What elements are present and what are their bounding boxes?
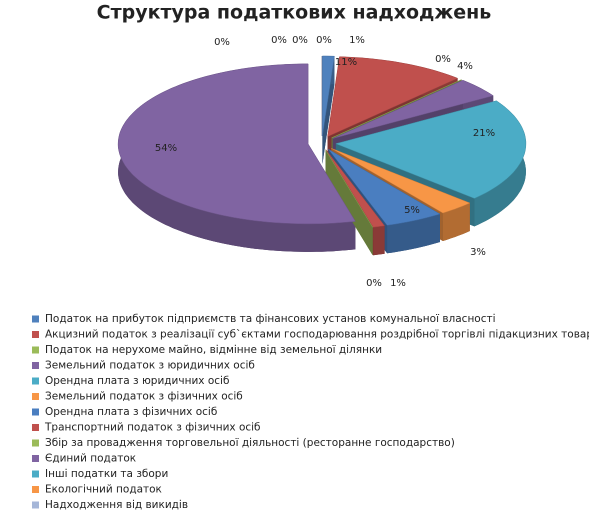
slice <box>332 79 494 139</box>
legend-label: Збір за провадження торговельної діяльно… <box>45 437 455 449</box>
legend-marker <box>32 346 39 354</box>
legend-marker <box>32 439 39 447</box>
legend-marker <box>32 455 39 462</box>
slice-side <box>373 225 385 256</box>
slice <box>335 100 527 199</box>
legend-marker <box>32 470 39 478</box>
data-label: 21% <box>473 128 495 139</box>
data-label: 0% <box>214 37 230 48</box>
chart-title: Структура податкових надходжень <box>97 2 492 24</box>
legend-label: Податок на нерухоме майно, відмінне від … <box>45 344 382 356</box>
legend: Податок на прибуток підприємств та фінан… <box>32 313 589 511</box>
legend-label: Земельний податок з фізичних осіб <box>45 391 243 403</box>
data-label: 3% <box>470 247 486 258</box>
legend-label: Єдиний податок <box>45 453 136 465</box>
slice <box>328 148 441 226</box>
slice <box>322 55 335 137</box>
data-label: 4% <box>457 61 473 72</box>
slice <box>117 63 356 225</box>
data-label: 0% <box>316 35 332 46</box>
pie-labels: 1%11% 0%4%21%3%5%1%0%54%0% 0% 0%0% <box>155 35 495 289</box>
legend-label: Надходження від викидів <box>45 499 188 511</box>
legend-label: Орендна плата з юридичних осіб <box>45 375 229 387</box>
legend-marker <box>32 408 39 416</box>
slice <box>325 149 373 228</box>
legend-label: Інші податки та збори <box>45 468 168 480</box>
pie <box>117 55 527 256</box>
data-label: 1% <box>349 35 365 46</box>
data-label: 5% <box>404 205 420 216</box>
data-label: 11% <box>335 57 357 68</box>
slice-side <box>387 214 440 254</box>
slice <box>331 148 471 214</box>
data-label: 0% <box>271 35 287 46</box>
slice <box>325 149 386 228</box>
slice <box>331 79 462 139</box>
legend-marker <box>32 501 39 509</box>
legend-label: Транспортний податок з фізичних осіб <box>44 422 261 434</box>
legend-marker <box>32 377 39 385</box>
legend-label: Екологічний податок <box>45 484 162 496</box>
legend-marker <box>32 362 39 369</box>
data-label: 54% <box>155 143 177 154</box>
legend-marker <box>32 424 39 431</box>
slice-side <box>442 203 470 241</box>
data-label: 0% <box>292 35 308 46</box>
legend-marker <box>32 486 39 493</box>
legend-label: Земельний податок з юридичних осіб <box>45 360 255 372</box>
legend-marker <box>32 393 39 400</box>
legend-marker <box>32 331 39 338</box>
legend-label: Акцизний податок з реалізації суб`єктами… <box>45 329 589 341</box>
legend-label: Орендна плата з фізичних осіб <box>45 406 217 418</box>
legend-marker <box>32 315 39 323</box>
slice <box>327 56 459 138</box>
slice-side <box>325 149 373 256</box>
legend-label: Податок на прибуток підприємств та фінан… <box>45 313 496 325</box>
data-label: 0% <box>435 54 451 65</box>
data-label: 1% <box>390 278 406 289</box>
data-label: 0% <box>366 278 382 289</box>
